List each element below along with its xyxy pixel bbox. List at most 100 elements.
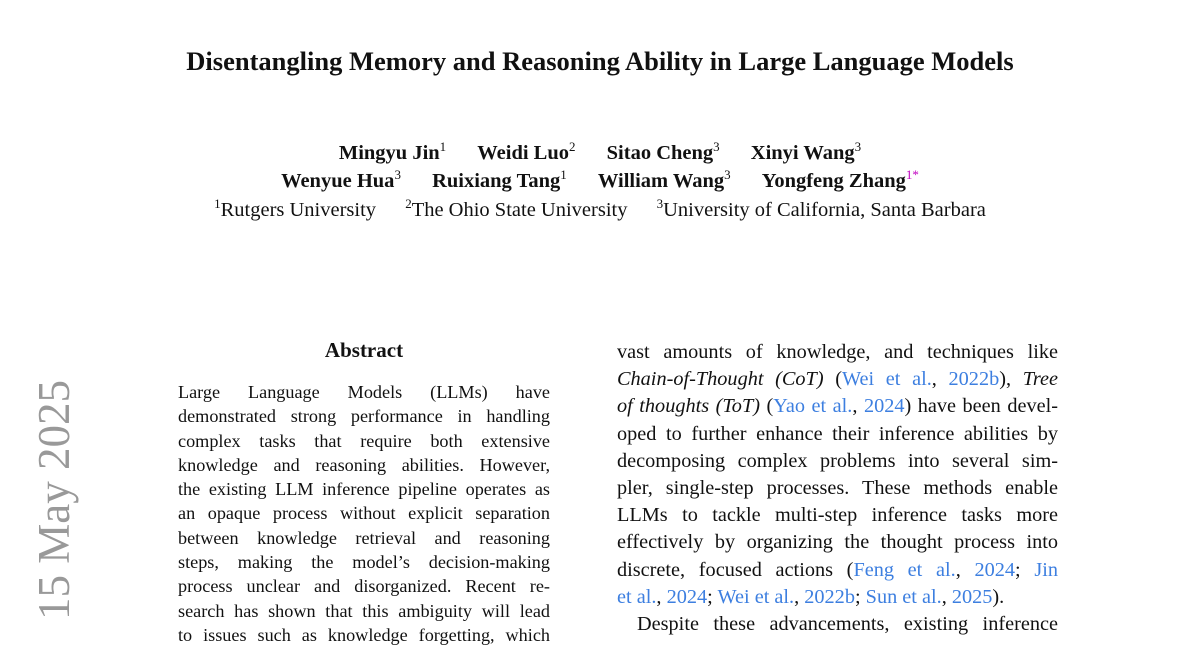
- body-line: oped to further enhance their inference …: [617, 421, 1058, 448]
- author: Weidi Luo2: [477, 139, 576, 164]
- author-name: William Wang: [597, 170, 725, 192]
- author: Sitao Cheng3: [606, 139, 720, 164]
- author-name: Sitao Cheng: [606, 142, 714, 164]
- citation-link[interactable]: 2022b: [948, 368, 1000, 391]
- citation-link[interactable]: 2024: [974, 558, 1016, 581]
- italic-text: Chain-of-Thought (CoT): [617, 368, 824, 391]
- affiliation-name: University of California, Santa Barbara: [663, 199, 986, 221]
- text-segment: ,: [931, 368, 949, 391]
- abstract-line: process unclear and disorganized. Recent…: [178, 576, 550, 597]
- body-line: of thoughts (ToT) (Yao et al., 2024) hav…: [617, 393, 1058, 420]
- author-name: Xinyi Wang: [750, 142, 855, 164]
- author: William Wang3: [597, 167, 731, 192]
- paper-title: Disentangling Memory and Reasoning Abili…: [186, 46, 1014, 76]
- body-line: LLMs to tackle multi-step inference task…: [617, 502, 1058, 529]
- affiliation-mark: 1*: [906, 167, 919, 182]
- body-line: effectively by organizing the thought pr…: [617, 529, 1058, 556]
- text-segment: ;: [707, 585, 718, 608]
- body-line: discrete, focused actions (Feng et al., …: [617, 557, 1058, 584]
- author: Xinyi Wang3: [750, 139, 862, 164]
- author-name: Wenyue Hua: [281, 170, 395, 192]
- text-segment: discrete, focused actions (: [617, 558, 854, 581]
- text-segment: ;: [854, 585, 866, 608]
- text-segment: (: [759, 395, 774, 418]
- text-segment: decomposing complex problems into severa…: [617, 449, 1058, 472]
- abstract-line: search has shown that this ambiguity wil…: [178, 600, 550, 621]
- text-segment: LLMs to tackle multi-step inference task…: [617, 504, 1058, 527]
- abstract-heading: Abstract: [324, 338, 404, 362]
- abstract-line: an opaque process without explicit separ…: [178, 503, 550, 524]
- abstract-line: between knowledge retrieval and reasonin…: [178, 527, 550, 548]
- body-line: pler, single-step processes. These metho…: [617, 475, 1058, 502]
- abstract-line: knowledge and reasoning abilities. Howev…: [178, 454, 550, 475]
- author-name: Weidi Luo: [477, 142, 570, 164]
- abstract-line: steps, making the model’s decision-makin…: [178, 552, 550, 573]
- text-segment: ),: [999, 368, 1023, 391]
- text-segment: ,: [656, 585, 667, 608]
- affiliations: 1Rutgers University 2The Ohio State Univ…: [0, 196, 1200, 222]
- text-segment: vast amounts of knowledge, and technique…: [617, 341, 1058, 363]
- abstract-line: to issues such as knowledge forgetting, …: [178, 624, 550, 645]
- citation-link[interactable]: Yao et al.: [773, 395, 853, 418]
- citation-link[interactable]: 2022b: [804, 585, 855, 608]
- affiliation-mark: 3: [854, 139, 862, 154]
- italic-text: of thoughts (ToT): [617, 395, 760, 418]
- author: Wenyue Hua3: [281, 167, 401, 192]
- affiliation-name: Rutgers University: [220, 199, 377, 221]
- affiliation: 1Rutgers University: [214, 196, 377, 221]
- author: Yongfeng Zhang1*: [761, 167, 919, 192]
- citation-link[interactable]: Wei et al.: [717, 585, 795, 608]
- affiliation-mark: 1: [439, 139, 447, 154]
- authors-line-1: Mingyu Jin1 Weidi Luo2 Sitao Cheng3 Xiny…: [0, 139, 1200, 165]
- citation-link[interactable]: Feng et al.: [853, 558, 956, 581]
- citation-link[interactable]: et al.: [617, 585, 657, 608]
- affiliation-mark: 1: [560, 167, 567, 182]
- body-line: Chain-of-Thought (CoT) (Wei et al., 2022…: [617, 366, 1058, 393]
- author-name: Mingyu Jin: [338, 142, 440, 164]
- affiliation-number: 1: [905, 167, 913, 182]
- text-segment: ,: [941, 585, 952, 608]
- authors-line-2: Wenyue Hua3 Ruixiang Tang1 William Wang3…: [0, 167, 1200, 193]
- text-segment: ) have been devel-: [904, 395, 1059, 418]
- affiliation: 3University of California, Santa Barbara: [656, 196, 986, 221]
- text-segment: oped to further enhance their inference …: [617, 422, 1058, 445]
- text-segment: ,: [955, 558, 975, 581]
- affiliation-number: 2: [405, 196, 412, 211]
- affiliation-number: 1: [214, 196, 221, 211]
- citation-link[interactable]: Jin: [1034, 558, 1058, 581]
- abstract-line: the existing LLM inference pipeline oper…: [178, 479, 550, 500]
- corresponding-author-mark: *: [912, 167, 919, 182]
- body-line: vast amounts of knowledge, and technique…: [617, 339, 1058, 366]
- text-segment: ;: [1015, 558, 1035, 581]
- affiliation-mark: 2: [569, 139, 576, 154]
- author-name: Ruixiang Tang: [432, 170, 561, 192]
- affiliation-name: The Ohio State University: [411, 199, 628, 221]
- affiliation-mark: 3: [394, 167, 401, 182]
- abstract-body: Large Language Models (LLMs) have demonst…: [178, 380, 550, 647]
- citation-link[interactable]: Wei et al.: [842, 368, 932, 391]
- introduction-body: vast amounts of knowledge, and technique…: [617, 339, 1058, 638]
- affiliation-mark: 3: [713, 139, 720, 154]
- author: Ruixiang Tang1: [432, 167, 567, 192]
- author-name: Yongfeng Zhang: [761, 170, 906, 192]
- affiliation-mark: 3: [724, 167, 731, 182]
- abstract-line: demonstrated strong performance in handl…: [178, 406, 550, 427]
- citation-link[interactable]: 2024: [863, 395, 905, 418]
- abstract-line: Large Language Models (LLMs) have: [178, 382, 550, 402]
- text-segment: ,: [852, 395, 864, 418]
- italic-text: Tree: [1022, 368, 1058, 391]
- citation-link[interactable]: 2024: [666, 585, 708, 608]
- citation-link[interactable]: Sun et al.: [865, 585, 942, 608]
- abstract-line: complex tasks that require both extensiv…: [178, 430, 550, 451]
- arxiv-date-stamp: 15 May 2025: [29, 380, 79, 620]
- text-segment: effectively by organizing the thought pr…: [617, 531, 1058, 554]
- body-line: decomposing complex problems into severa…: [617, 448, 1058, 475]
- text-segment: ).: [992, 585, 1005, 608]
- affiliation: 2The Ohio State University: [405, 196, 628, 221]
- citation-link[interactable]: 2025: [951, 585, 993, 608]
- body-line: Despite these advancements, existing inf…: [617, 611, 1058, 638]
- text-segment: pler, single-step processes. These metho…: [617, 477, 1058, 500]
- affiliation-number: 3: [656, 196, 664, 211]
- text-segment: ,: [794, 585, 805, 608]
- text-segment: Despite these advancements, existing inf…: [637, 613, 1058, 636]
